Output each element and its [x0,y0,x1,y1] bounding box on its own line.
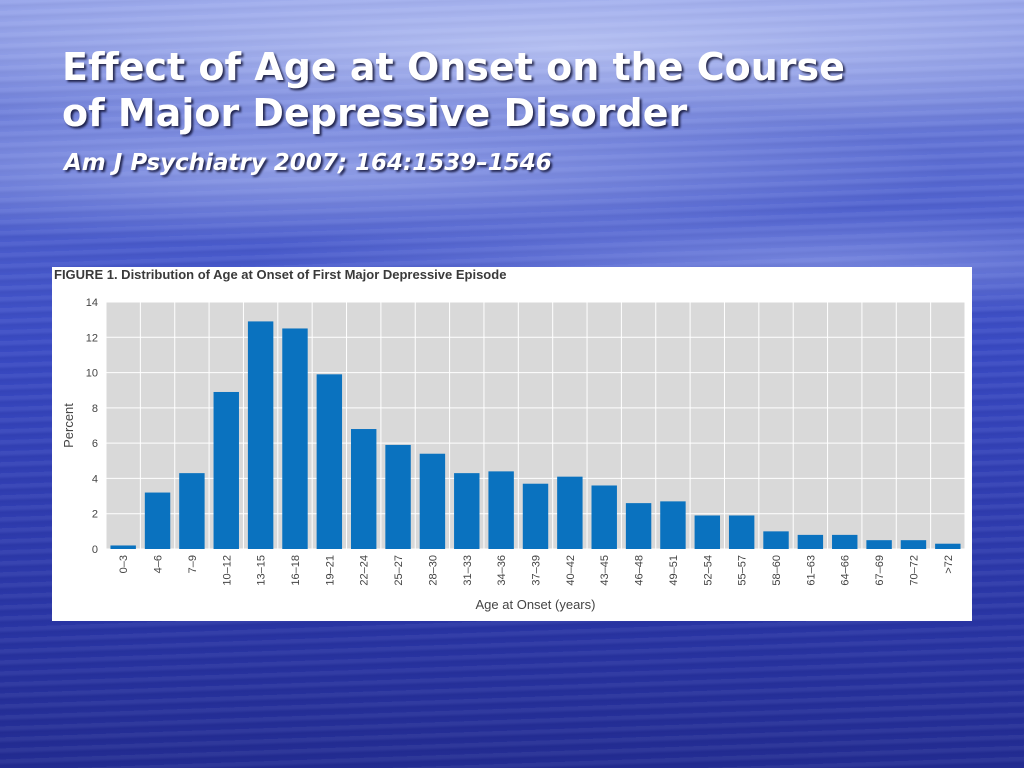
y-axis-label: Percent [61,403,76,448]
bar [247,321,274,549]
y-tick-label: 0 [92,544,98,556]
bar [660,501,686,549]
bar [350,429,377,549]
x-axis-label: Age at Onset (years) [476,597,596,612]
bar [144,492,171,549]
bar [832,534,858,549]
slide-title-line1: Effect of Age at Onset on the Course [62,45,845,89]
bar [213,391,239,549]
x-tick-label: 25–27 [393,555,405,586]
y-tick-label: 4 [92,473,98,485]
citation: Am J Psychiatry 2007; 164:1539–1546 [64,150,552,176]
bar [694,515,721,549]
x-tick-label: 52–54 [702,555,714,586]
bar [935,543,961,549]
x-tick-label: 31–33 [462,555,474,586]
bar [419,453,446,549]
x-tick-label: 58–60 [771,555,783,586]
bar [797,534,824,549]
bar-chart: 0 2 4 6 8 10 12 14 0–3 4–6 7–9 10–12 13–15 16–18 19–21… [61,297,966,612]
bar [866,540,892,549]
y-tick-label: 14 [86,297,98,309]
x-tick-label: 4–6 [153,555,165,573]
x-tick-label: 13–15 [256,555,268,586]
y-tick-label: 8 [92,403,98,415]
bar [900,540,927,549]
x-tick-label: 16–18 [290,555,302,586]
x-tick-label: 70–72 [908,555,920,586]
y-tick-label: 6 [92,438,98,450]
x-tick-label: 43–45 [599,555,611,586]
bar [728,515,755,549]
x-tick-label: 37–39 [531,555,543,586]
bar [385,444,411,549]
bar [625,503,652,549]
bar [110,545,136,549]
slide-title: Effect of Age at Onset on the Course of … [62,44,962,136]
y-tick-label: 10 [86,368,98,380]
x-tick-label: 28–30 [427,555,439,586]
slide-title-line2: of Major Depressive Disorder [62,91,688,135]
x-tick-label: 19–21 [324,555,336,586]
bar [179,473,205,549]
bar [488,471,514,549]
bar [316,374,343,549]
figure-caption: FIGURE 1. Distribution of Age at Onset o… [54,267,507,282]
x-tick-label: 61–63 [805,555,817,586]
x-tick-label: 40–42 [565,555,577,586]
figure-panel: FIGURE 1. Distribution of Age at Onset o… [52,267,972,621]
y-tick-label: 12 [86,332,98,344]
x-tick-label: 55–57 [737,555,749,586]
x-tick-label: 64–66 [840,555,852,586]
bar [282,328,308,549]
bar [591,485,617,549]
x-tick-label: 7–9 [187,555,199,573]
x-tick-label: 34–36 [496,555,508,586]
bar [557,476,583,549]
x-tick-label: >72 [943,555,955,574]
x-tick-label: 10–12 [221,555,233,586]
y-tick-label: 2 [92,509,98,521]
bar [454,473,480,549]
x-tick-label: 49–51 [668,555,680,586]
x-tick-label: 67–69 [874,555,886,586]
bar [522,483,549,549]
x-tick-label: 46–48 [634,555,646,586]
x-tick-label: 0–3 [118,555,130,573]
x-tick-label: 22–24 [359,555,371,586]
bar [763,531,789,549]
